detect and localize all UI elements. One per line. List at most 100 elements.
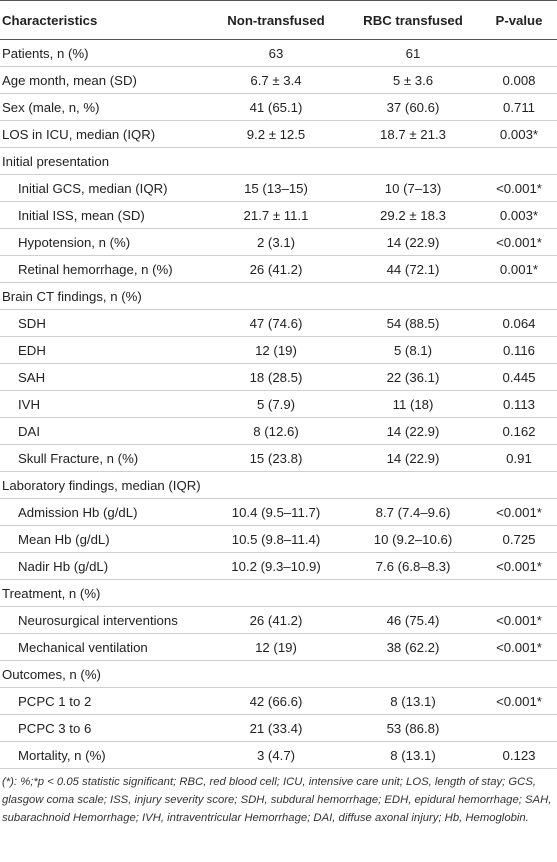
table-cell: 8 (13.1) [345, 741, 481, 769]
table-row: Initial ISS, mean (SD) 21.7 ± 11.1 29.2 ± … [0, 201, 557, 229]
column-header: Non-transfused [207, 0, 345, 40]
table-cell: 14 (22.9) [345, 228, 481, 256]
table-cell: 8 (13.1) [345, 687, 481, 715]
table-row: Skull Fracture, n (%) 15 (23.8) 14 (22.9) 0… [0, 444, 557, 472]
table-row: Retinal hemorrhage, n (%) 26 (41.2) 44 (72… [0, 255, 557, 283]
row-label: Initial GCS, median (IQR) [0, 174, 207, 202]
empty-cell [345, 147, 481, 175]
table-cell: 47 (74.6) [207, 309, 345, 337]
row-label: Mean Hb (g/dL) [0, 525, 207, 553]
column-header: P-value [481, 0, 557, 40]
section-label: Treatment, n (%) [0, 579, 207, 607]
empty-cell [345, 282, 481, 310]
table-row: Patients, n (%) 63 61 [0, 39, 557, 67]
table-cell: 0.003* [481, 120, 557, 148]
row-label: SAH [0, 363, 207, 391]
table-cell: 5 (8.1) [345, 336, 481, 364]
table-cell: <0.001* [481, 633, 557, 661]
empty-cell [345, 579, 481, 607]
table-cell: <0.001* [481, 687, 557, 715]
table-cell: 38 (62.2) [345, 633, 481, 661]
table-row: Hypotension, n (%) 2 (3.1) 14 (22.9) <0.001… [0, 228, 557, 256]
table-cell: 22 (36.1) [345, 363, 481, 391]
section-label: Brain CT findings, n (%) [0, 282, 207, 310]
table-cell: 12 (19) [207, 633, 345, 661]
table-row: Treatment, n (%) [0, 579, 557, 607]
table-row: EDH 12 (19) 5 (8.1) 0.116 [0, 336, 557, 364]
footnote: (*): %;*p < 0.05 statistic significant; … [2, 776, 552, 824]
table-row: SDH 47 (74.6) 54 (88.5) 0.064 [0, 309, 557, 337]
table-cell: 6.7 ± 3.4 [207, 66, 345, 94]
section-label: Sex (male, n, %) [0, 93, 207, 121]
table-cell: <0.001* [481, 606, 557, 634]
table-row: LOS in ICU, median (IQR) 9.2 ± 12.5 18.7 ±… [0, 120, 557, 148]
table-cell: 0.001* [481, 255, 557, 283]
section-label: Initial presentation [0, 147, 207, 175]
row-label: EDH [0, 336, 207, 364]
table-cell: 7.6 (6.8–8.3) [345, 552, 481, 580]
table-cell: 0.162 [481, 417, 557, 445]
table-row: SAH 18 (28.5) 22 (36.1) 0.445 [0, 363, 557, 391]
table-row: Admission Hb (g/dL) 10.4 (9.5–11.7) 8.7 (7… [0, 498, 557, 526]
table-cell: 53 (86.8) [345, 714, 481, 742]
section-label: Patients, n (%) [0, 39, 207, 67]
table-cell: 0.064 [481, 309, 557, 337]
table-cell: 2 (3.1) [207, 228, 345, 256]
row-label: Nadir Hb (g/dL) [0, 552, 207, 580]
table-cell: 42 (66.6) [207, 687, 345, 715]
row-label: PCPC 3 to 6 [0, 714, 207, 742]
table-cell: 0.003* [481, 201, 557, 229]
row-label: Retinal hemorrhage, n (%) [0, 255, 207, 283]
table-cell: 29.2 ± 18.3 [345, 201, 481, 229]
table-cell: 9.2 ± 12.5 [207, 120, 345, 148]
table-cell: 15 (13–15) [207, 174, 345, 202]
table-cell: <0.001* [481, 552, 557, 580]
table-cell: 12 (19) [207, 336, 345, 364]
empty-cell [207, 579, 345, 607]
table-cell: 5 (7.9) [207, 390, 345, 418]
table-cell: 46 (75.4) [345, 606, 481, 634]
table-row: Nadir Hb (g/dL) 10.2 (9.3–10.9) 7.6 (6.8–8… [0, 552, 557, 580]
column-header: Characteristics [0, 0, 207, 40]
data-table: Characteristics Non-transfused RBC transfu… [0, 0, 557, 769]
table-row: Sex (male, n, %) 41 (65.1) 37 (60.6) 0.711 [0, 93, 557, 121]
row-label: Admission Hb (g/dL) [0, 498, 207, 526]
empty-cell [207, 282, 345, 310]
empty-cell [481, 471, 557, 499]
row-label: Initial ISS, mean (SD) [0, 201, 207, 229]
table-cell: 18.7 ± 21.3 [345, 120, 481, 148]
column-header: RBC transfused [345, 0, 481, 40]
table-cell: <0.001* [481, 174, 557, 202]
table-cell: <0.001* [481, 228, 557, 256]
table-cell: 0.123 [481, 741, 557, 769]
row-label: IVH [0, 390, 207, 418]
table-cell: 10.2 (9.3–10.9) [207, 552, 345, 580]
empty-cell [481, 579, 557, 607]
table-cell: <0.001* [481, 498, 557, 526]
table-cell: 10.4 (9.5–11.7) [207, 498, 345, 526]
table-row: PCPC 1 to 2 42 (66.6) 8 (13.1) <0.001* [0, 687, 557, 715]
table-cell: 5 ± 3.6 [345, 66, 481, 94]
row-label: Mechanical ventilation [0, 633, 207, 661]
header-row: Characteristics Non-transfused RBC transfu… [0, 0, 557, 40]
table-row: Mortality, n (%) 3 (4.7) 8 (13.1) 0.123 [0, 741, 557, 769]
empty-cell [207, 471, 345, 499]
table-row: Brain CT findings, n (%) [0, 282, 557, 310]
table-cell: 21.7 ± 11.1 [207, 201, 345, 229]
section-label: Laboratory findings, median (IQR) [0, 471, 207, 499]
table-row: Mechanical ventilation 12 (19) 38 (62.2) <0… [0, 633, 557, 661]
empty-cell [207, 660, 345, 688]
table-cell: 0.725 [481, 525, 557, 553]
table-cell: 63 [207, 39, 345, 67]
table-body: Patients, n (%) 63 61 Age month, mean (SD) 6… [0, 39, 557, 769]
table-row: Initial GCS, median (IQR) 15 (13–15) 10 (7… [0, 174, 557, 202]
table-cell: 0.116 [481, 336, 557, 364]
table-cell: 44 (72.1) [345, 255, 481, 283]
table-cell: 3 (4.7) [207, 741, 345, 769]
table-cell: 8 (12.6) [207, 417, 345, 445]
table-cell: 8.7 (7.4–9.6) [345, 498, 481, 526]
empty-cell [481, 147, 557, 175]
table-cell: 14 (22.9) [345, 444, 481, 472]
table-cell: 10.5 (9.8–11.4) [207, 525, 345, 553]
table-cell: 41 (65.1) [207, 93, 345, 121]
